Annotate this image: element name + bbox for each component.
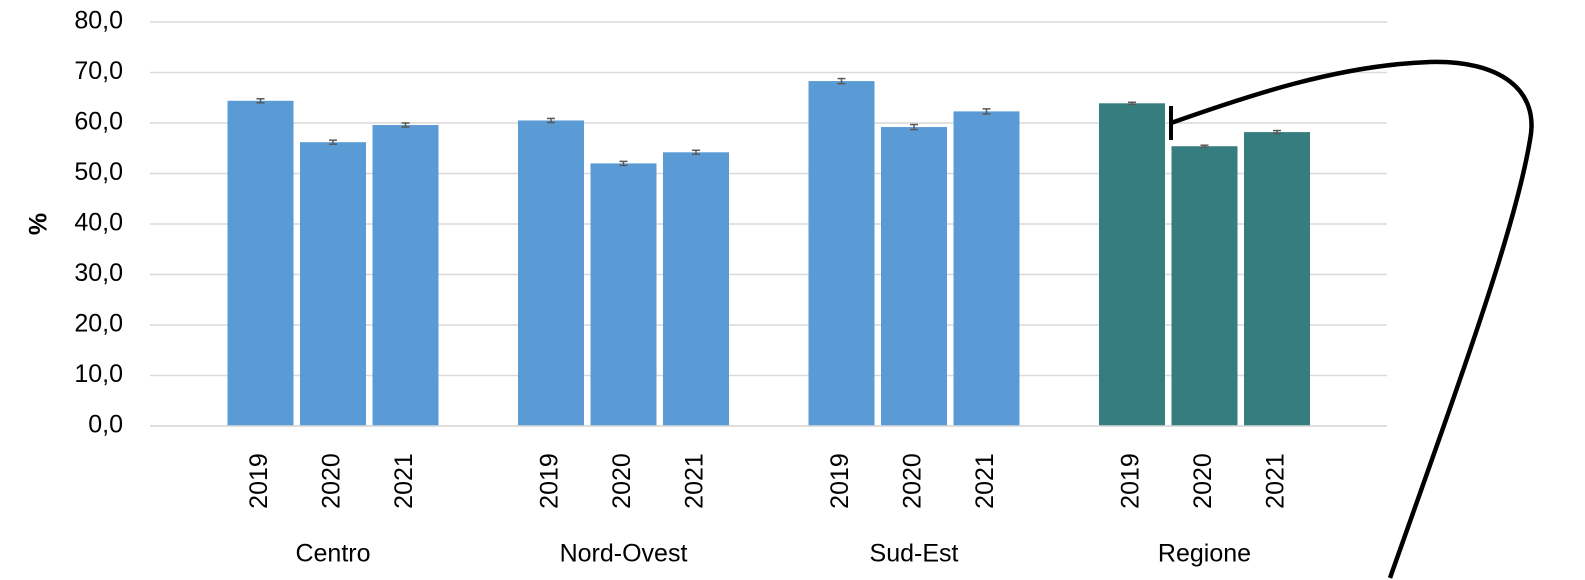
error-bar [256, 98, 265, 104]
group-label: Centro [295, 540, 370, 568]
group-label: Nord-Ovest [560, 540, 688, 568]
x-tick-label: 2021 [390, 453, 418, 509]
bar [227, 100, 294, 426]
bar [808, 81, 875, 427]
y-tick-label: 80,0 [74, 7, 123, 35]
y-tick-label: 0,0 [88, 411, 123, 439]
bar [300, 142, 366, 426]
bar [372, 125, 439, 427]
error-bar [692, 149, 700, 156]
error-bar [982, 108, 991, 115]
x-tick-label: 2019 [536, 453, 564, 509]
x-tick-label: 2020 [1189, 453, 1217, 509]
annotation-arrow [1169, 59, 1534, 579]
error-bar [837, 77, 846, 85]
group-label: Regione [1158, 540, 1251, 568]
bar [518, 120, 584, 426]
bar [1171, 146, 1238, 427]
error-bar [1273, 129, 1281, 135]
error-bar [1200, 144, 1209, 148]
error-bar [1128, 101, 1136, 106]
x-tick-label: 2020 [318, 453, 346, 509]
error-bar [910, 123, 918, 131]
x-tick-label: 2020 [608, 453, 636, 509]
bar [590, 163, 657, 426]
bar [881, 127, 947, 426]
bar [663, 152, 729, 427]
x-tick-label: 2021 [971, 453, 999, 509]
error-bar [619, 160, 628, 167]
y-tick-label: 50,0 [74, 158, 123, 186]
x-tick-label: 2021 [1262, 453, 1290, 509]
annotation-curve [1170, 59, 1534, 579]
error-bar [329, 139, 337, 145]
x-tick-label: 2019 [1117, 453, 1145, 509]
y-tick-label: 10,0 [74, 360, 123, 388]
x-tick-label: 2021 [681, 453, 709, 509]
y-tick-label: 30,0 [74, 259, 123, 287]
y-tick-label: 40,0 [74, 209, 123, 237]
error-bar [547, 117, 555, 124]
group-label: Sud-Est [870, 540, 959, 568]
bar [953, 111, 1020, 426]
y-tick-label: 70,0 [74, 57, 123, 85]
error-bar [401, 122, 410, 128]
x-tick-label: 2020 [899, 453, 927, 509]
y-tick-label: 20,0 [74, 310, 123, 338]
y-tick-label: 60,0 [74, 108, 123, 136]
y-axis-label: % [25, 213, 53, 235]
x-tick-label: 2019 [826, 453, 854, 509]
x-tick-label: 2019 [245, 453, 273, 509]
bar [1244, 132, 1310, 426]
bar [1099, 103, 1165, 427]
